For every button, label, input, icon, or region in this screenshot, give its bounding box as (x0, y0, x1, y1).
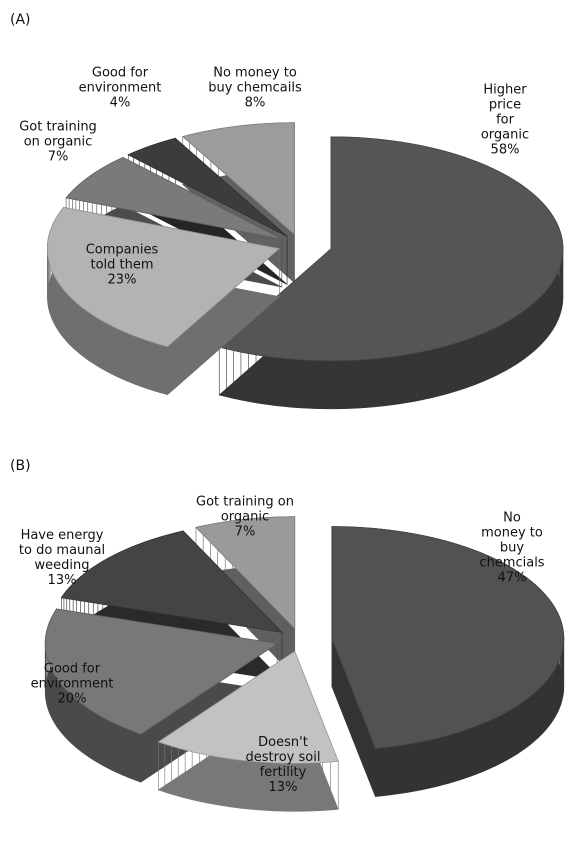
category-label: Got training on organic (19, 119, 97, 150)
value-label: 47% (497, 570, 527, 586)
category-label: No money to buy chemcials (479, 510, 545, 571)
value-label: 20% (57, 691, 87, 707)
panel-title: (A) (10, 12, 31, 28)
slice-top (195, 516, 296, 630)
slice-top (127, 137, 288, 237)
value-label: 13% (268, 780, 298, 795)
category-label: Have energy to do maunal weeding (18, 528, 106, 573)
slice-label: Good for environment 20% (31, 662, 114, 707)
panel-title: (B) (10, 458, 31, 474)
pie-slice (46, 206, 281, 396)
slice-top (60, 530, 284, 633)
slice-top (44, 608, 279, 735)
slice-top (157, 650, 339, 764)
slice-top (331, 526, 565, 749)
category-label: Good for environment (30, 661, 114, 692)
slice-label: Good for environment 4% (79, 66, 162, 111)
slice-label: Doesn't destroy soil fertility 13% (246, 735, 321, 795)
pie-slice (44, 607, 279, 783)
pie-slice (157, 650, 339, 812)
pie-slice (218, 136, 564, 410)
value-label: 23% (107, 272, 137, 288)
slice-label: Got training on organic 7% (196, 495, 294, 540)
slice-label: Got training on organic 7% (19, 120, 97, 165)
slice-top (218, 136, 564, 362)
slice-label: Have energy to do maunal weeding 13% (19, 528, 105, 588)
category-label: Higher price for organic (480, 82, 530, 143)
value-label: 8% (244, 95, 266, 111)
category-label: No money to buy chemcails (208, 65, 302, 96)
value-label: 4% (109, 95, 131, 111)
slice-label: Companies told them 23% (86, 243, 159, 288)
category-label: Doesn't destroy soil fertility (245, 735, 321, 780)
category-label: Good for environment (78, 65, 162, 96)
category-label: Companies told them (85, 242, 159, 273)
slice-label: No money to buy chemcails 8% (208, 66, 301, 111)
value-label: 7% (234, 524, 256, 540)
slice-top (65, 156, 282, 240)
category-label: Got training on organic (196, 494, 294, 525)
value-label: 13% (47, 573, 77, 588)
value-label: 58% (490, 142, 520, 158)
slice-label: No money to buy chemcials 47% (479, 511, 544, 586)
slice-label: Higher price for organic 58% (471, 83, 539, 158)
value-label: 7% (47, 149, 69, 165)
slice-top (46, 206, 281, 348)
slice-top (181, 122, 295, 236)
pie-slice (331, 526, 565, 797)
